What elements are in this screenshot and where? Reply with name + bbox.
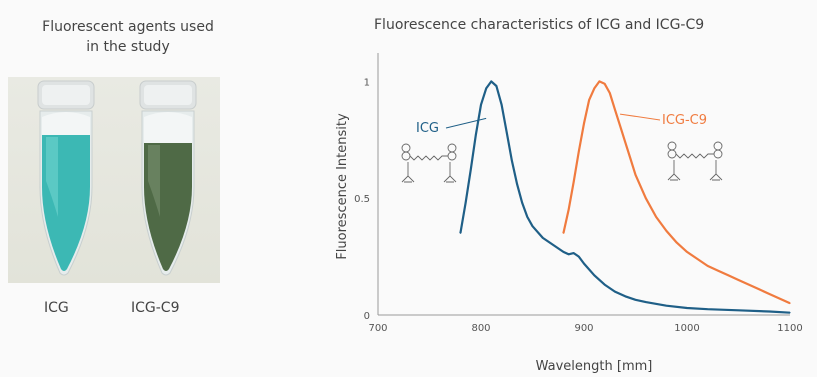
data-point-icg	[567, 253, 570, 255]
data-point-icg-c9	[593, 87, 595, 89]
data-point-icg	[624, 295, 626, 297]
data-point-icg	[737, 309, 740, 311]
icg-tube-label: ICG	[44, 300, 69, 316]
data-point-icg	[604, 284, 606, 286]
data-point-icg	[542, 237, 544, 239]
data-point-icg	[501, 104, 503, 106]
data-point-icg-c9	[567, 209, 570, 211]
data-point-icg-c9	[588, 99, 590, 101]
data-point-icg	[707, 308, 709, 310]
data-point-icg-c9	[578, 150, 580, 153]
x-tick-label: 1100	[777, 323, 802, 334]
data-point-icg	[506, 132, 508, 134]
icg-c9-tube-label: ICG-C9	[131, 300, 180, 316]
data-point-icg-c9	[655, 216, 657, 218]
data-point-icg-c9	[779, 298, 781, 300]
icg-tube	[37, 80, 95, 276]
data-point-icg	[459, 232, 461, 234]
data-point-icg	[789, 312, 791, 314]
data-point-icg	[593, 274, 595, 276]
data-point-icg-c9	[629, 157, 631, 160]
data-point-icg	[583, 263, 585, 265]
data-point-icg	[665, 305, 667, 307]
data-point-icg	[768, 310, 770, 313]
data-point-icg	[562, 251, 564, 253]
icg-c9-tube	[139, 80, 197, 276]
data-point-icg	[526, 216, 528, 218]
data-point-icg-c9	[696, 258, 698, 260]
chart-series	[459, 80, 791, 314]
icg-c9-molecule-icon	[667, 141, 723, 181]
data-point-icg-c9	[562, 232, 564, 234]
annotation-icg-c9: ICG-C9	[662, 113, 707, 128]
data-point-icg-c9	[727, 274, 729, 276]
x-tick-label: 1000	[674, 323, 699, 334]
data-point-icg-c9	[614, 108, 616, 110]
data-point-icg-c9	[707, 265, 709, 267]
x-axis-label: Wavelength [mm]	[536, 359, 653, 374]
data-point-icg	[634, 299, 637, 301]
data-point-icg-c9	[717, 270, 719, 272]
annotation-icg-leader	[445, 117, 487, 129]
left-title-line-1: Fluorescent agents used	[42, 19, 214, 35]
series-line-icg-c9	[562, 80, 791, 305]
left-panel-title: Fluorescent agents used in the study	[10, 17, 246, 57]
data-point-icg-c9	[609, 92, 611, 94]
data-point-icg-c9	[645, 197, 647, 199]
data-point-icg-c9	[604, 83, 606, 85]
data-point-icg	[578, 255, 580, 258]
fluorescence-chart: 700 800 900 1000 1100 0 0.5 1 Wavelength [mm] Flu…	[335, 53, 803, 374]
y-tick-label: 1	[364, 77, 370, 88]
data-point-icg	[485, 87, 487, 89]
chart-axes: 700 800 900 1000 1100 0 0.5 1 Wavelength [mm] Flu…	[335, 53, 803, 374]
data-point-icg	[531, 225, 534, 227]
tubes-illustration	[37, 80, 197, 276]
molecule-structures	[401, 141, 723, 183]
chart-annotations: ICG ICG-C9	[416, 113, 707, 136]
data-point-icg	[511, 160, 513, 162]
icg-molecule-icon	[401, 143, 457, 183]
data-point-icg-c9	[748, 284, 750, 286]
data-point-icg	[573, 252, 575, 254]
data-point-icg	[686, 307, 688, 309]
data-point-icg	[495, 85, 498, 87]
x-tick-label: 800	[471, 323, 490, 334]
data-point-icg	[645, 301, 647, 303]
data-point-icg-c9	[758, 288, 760, 290]
x-tick-label: 700	[368, 323, 387, 334]
data-point-icg-c9	[573, 181, 575, 183]
data-point-icg	[614, 291, 616, 293]
data-point-icg-c9	[768, 293, 770, 295]
data-point-icg-c9	[583, 122, 585, 125]
left-title-line-2: in the study	[86, 39, 170, 55]
data-point-icg	[480, 104, 482, 106]
data-point-icg-c9	[686, 251, 688, 253]
data-point-icg-c9	[619, 125, 621, 127]
data-point-icg	[475, 134, 477, 136]
data-point-icg	[516, 183, 518, 185]
data-point-icg	[470, 169, 472, 171]
data-point-icg-c9	[624, 141, 626, 143]
y-axis-label: Fluorescence Intensity	[335, 113, 350, 260]
data-point-icg-c9	[789, 302, 791, 304]
data-point-icg	[521, 202, 523, 204]
data-point-icg	[464, 202, 467, 204]
chart-title: Fluorescence characteristics of ICG and …	[374, 17, 705, 33]
data-point-icg	[490, 80, 492, 82]
y-tick-label: 0.5	[354, 194, 370, 205]
data-point-icg-c9	[598, 80, 601, 82]
data-point-icg-c9	[737, 279, 740, 281]
annotation-icg-c9-leader	[619, 113, 661, 121]
data-point-icg-c9	[634, 174, 637, 176]
x-tick-label: 900	[574, 323, 593, 334]
annotation-icg: ICG	[416, 121, 439, 136]
data-point-icg-c9	[676, 241, 678, 244]
data-point-icg-c9	[665, 230, 667, 232]
y-tick-label: 0	[364, 311, 370, 322]
series-line-icg	[459, 80, 791, 314]
tubes-photo	[8, 77, 220, 283]
data-point-icg	[552, 244, 554, 246]
